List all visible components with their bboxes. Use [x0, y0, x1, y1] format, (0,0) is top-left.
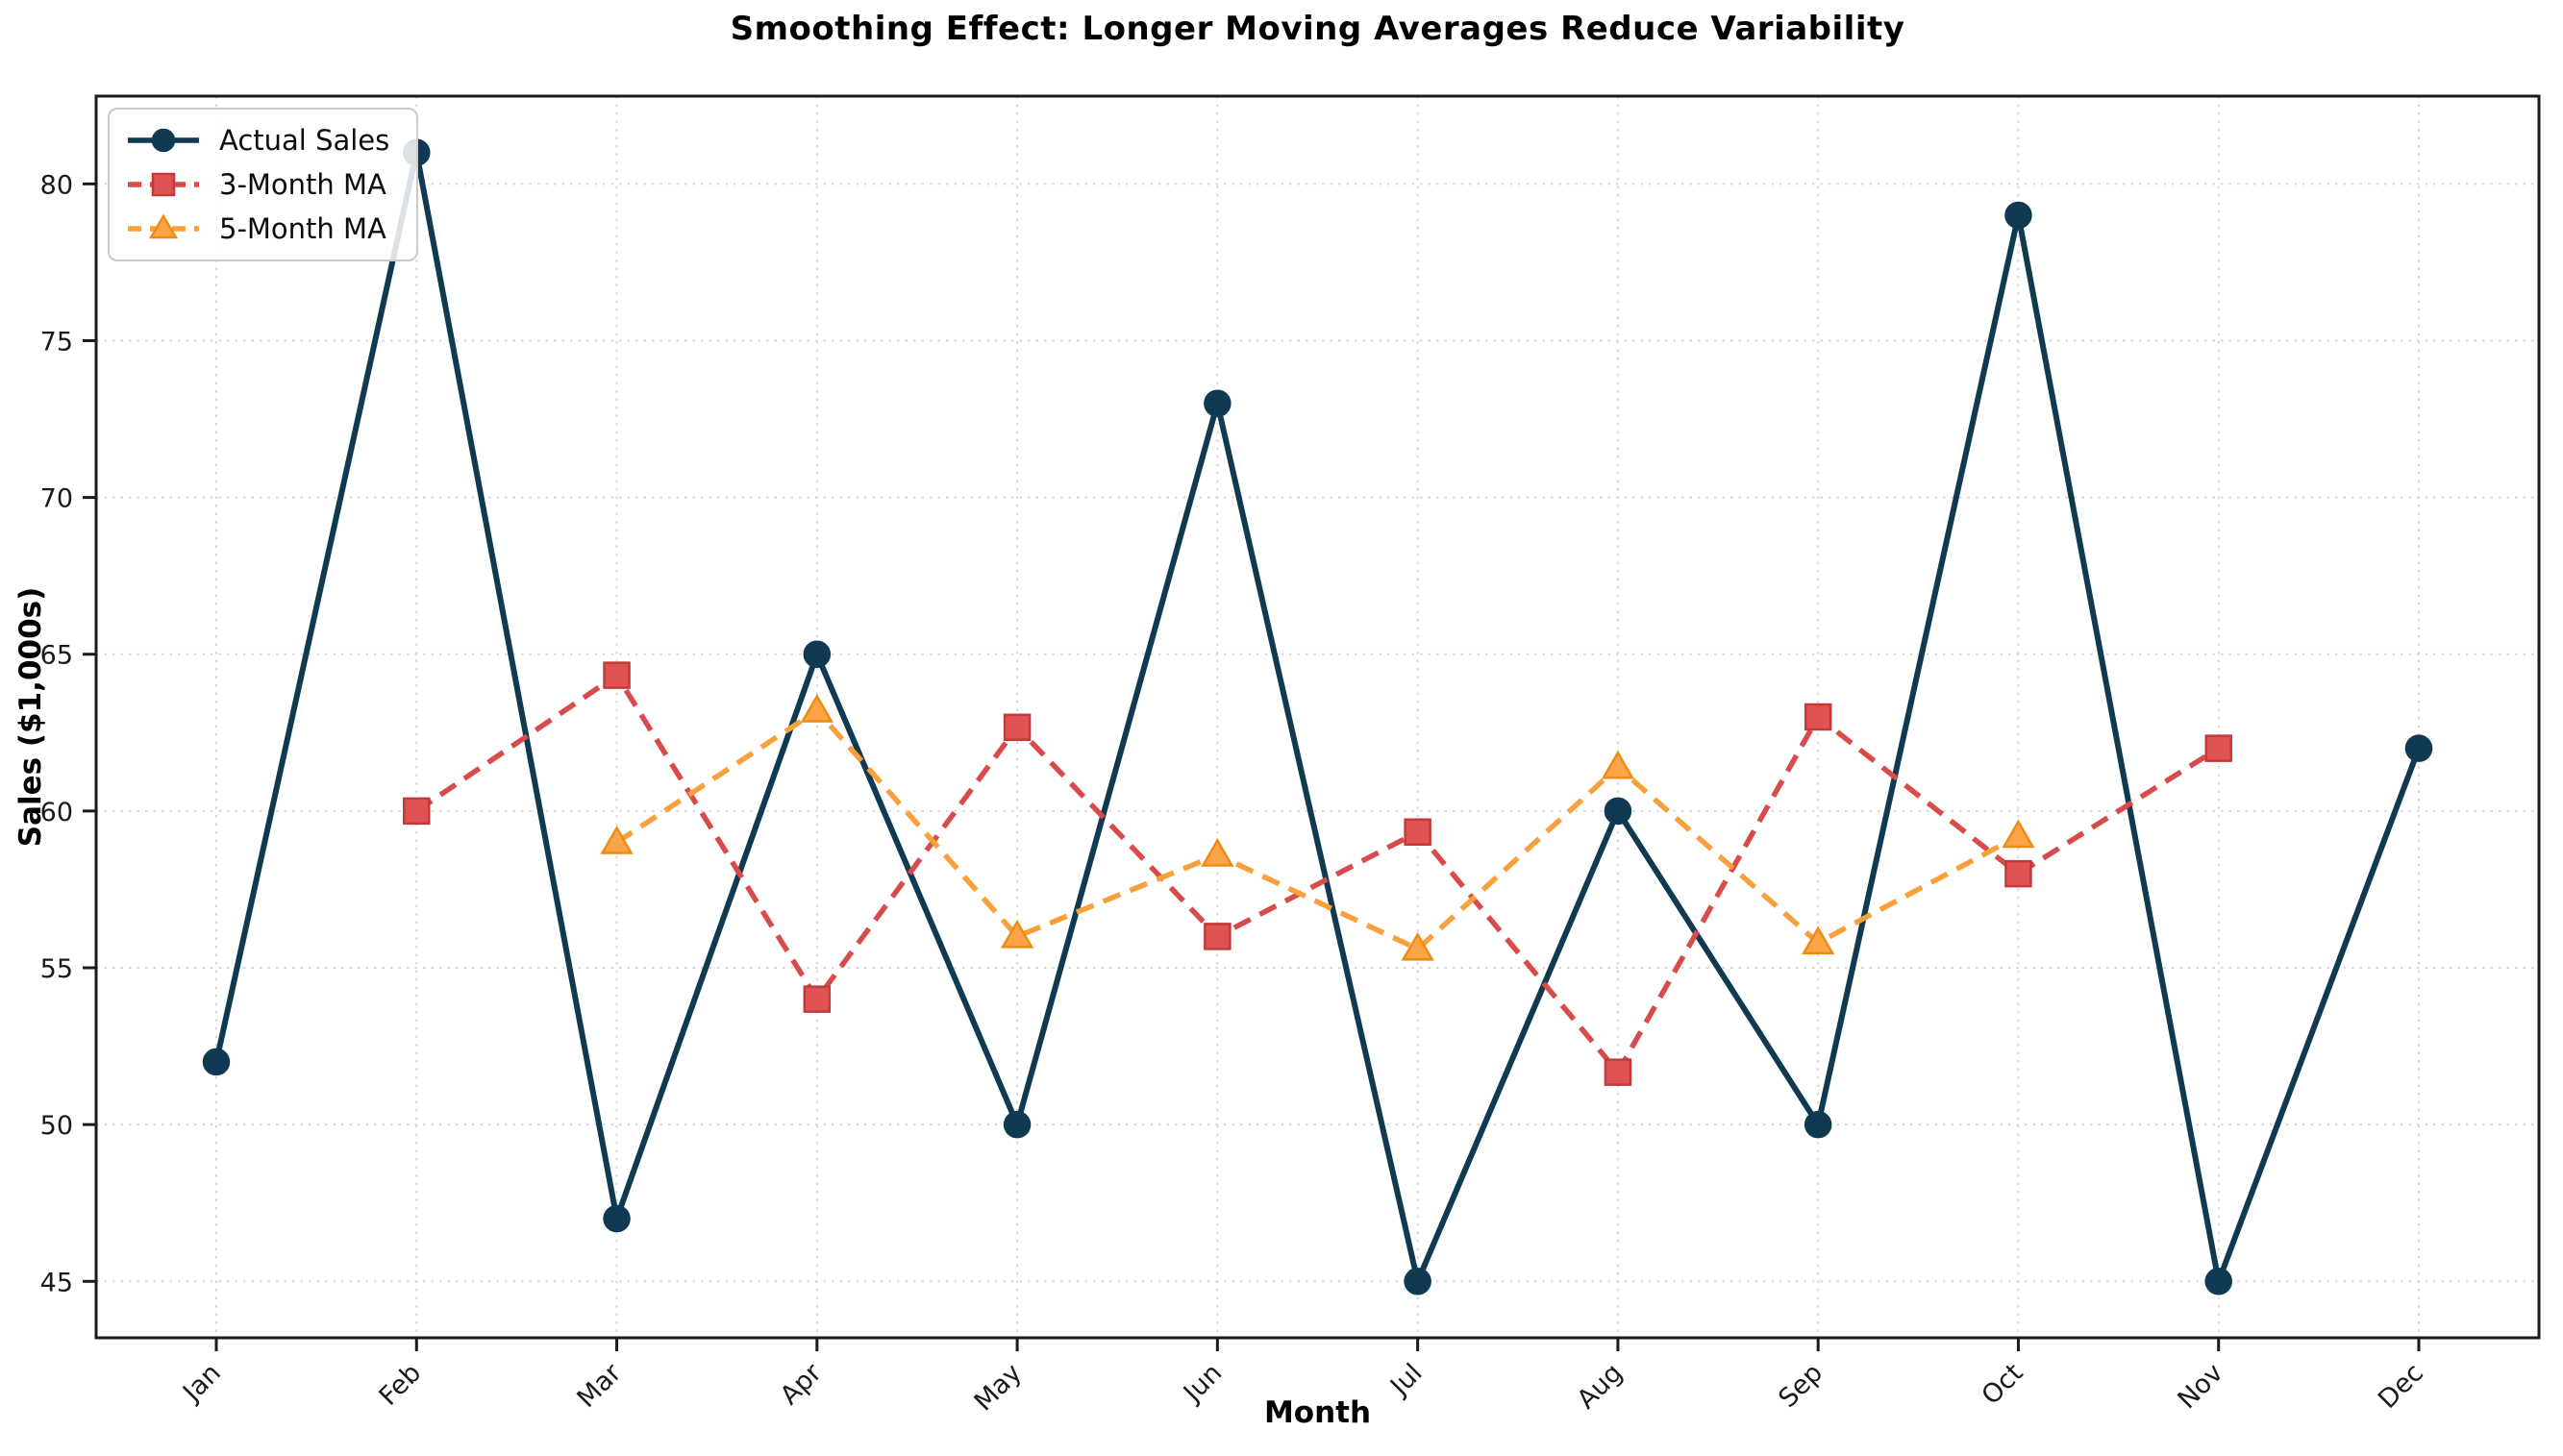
series-actual-sales — [202, 138, 2433, 1296]
data-point-marker — [1401, 931, 1434, 961]
legend-item-3-month-ma: 3-Month MA — [125, 167, 389, 202]
data-point-marker — [800, 693, 834, 723]
data-point-marker — [803, 985, 832, 1013]
legend-item-5-month-ma: 5-Month MA — [125, 211, 389, 246]
legend-label: 5-Month MA — [219, 211, 386, 245]
data-point-marker — [2002, 819, 2035, 849]
grid — [96, 96, 2539, 1338]
data-point-marker — [1204, 923, 1232, 950]
circle-marker-icon — [128, 128, 199, 153]
y-tick-label: 45 — [40, 1268, 73, 1297]
data-point-marker — [2204, 1268, 2232, 1296]
data-point-marker — [1000, 919, 1034, 949]
plot-border — [94, 94, 2541, 1340]
data-point-marker — [151, 128, 176, 153]
chart-title: Smoothing Effect: Longer Moving Averages… — [730, 10, 1905, 48]
data-point-marker — [603, 1204, 631, 1233]
data-point-marker — [1404, 818, 1431, 846]
y-tick-label: 70 — [40, 484, 73, 514]
legend: Actual Sales 3-Month MA 5-Month MA — [108, 108, 419, 261]
y-tick-label: 50 — [40, 1111, 73, 1141]
data-point-marker — [2004, 859, 2032, 888]
data-point-marker — [151, 172, 176, 197]
series-line — [615, 707, 2020, 952]
square-marker-icon — [128, 172, 199, 197]
data-point-marker — [1201, 838, 1234, 867]
y-tick-label: 65 — [40, 641, 73, 671]
data-point-marker — [1404, 1268, 1431, 1296]
data-point-marker — [2404, 734, 2433, 762]
series-5-month-ma — [600, 693, 2035, 961]
data-point-marker — [403, 797, 431, 826]
data-point-marker — [1802, 925, 1835, 955]
legend-label: Actual Sales — [219, 123, 390, 157]
data-point-marker — [2004, 201, 2032, 230]
legend-item-actual-sales: Actual Sales — [125, 123, 389, 158]
data-point-marker — [148, 213, 179, 239]
y-axis-label: Sales ($1,000s) — [13, 586, 48, 848]
y-tick-label: 75 — [40, 327, 73, 357]
data-point-marker — [603, 661, 631, 689]
data-point-marker — [1604, 1058, 1632, 1086]
data-point-marker — [1604, 797, 1632, 826]
data-point-marker — [600, 826, 634, 854]
data-point-marker — [1804, 1110, 1832, 1139]
triangle-marker-icon — [128, 213, 199, 239]
data-point-marker — [202, 1048, 231, 1076]
data-point-marker — [1804, 703, 1832, 731]
y-tick-label: 60 — [40, 798, 73, 827]
legend-label: 3-Month MA — [219, 167, 386, 201]
data-point-marker — [803, 640, 832, 668]
x-axis-label: Month — [1263, 1395, 1372, 1430]
y-tick-label: 80 — [40, 170, 73, 200]
data-point-marker — [1204, 389, 1232, 417]
data-point-marker — [1003, 713, 1032, 742]
data-point-marker — [2204, 734, 2232, 762]
series-3-month-ma — [403, 661, 2232, 1086]
data-point-marker — [1003, 1110, 1032, 1139]
data-point-marker — [1601, 750, 1635, 779]
series-line — [414, 672, 2221, 1075]
y-tick-label: 55 — [40, 954, 73, 984]
series-line — [213, 149, 2422, 1285]
